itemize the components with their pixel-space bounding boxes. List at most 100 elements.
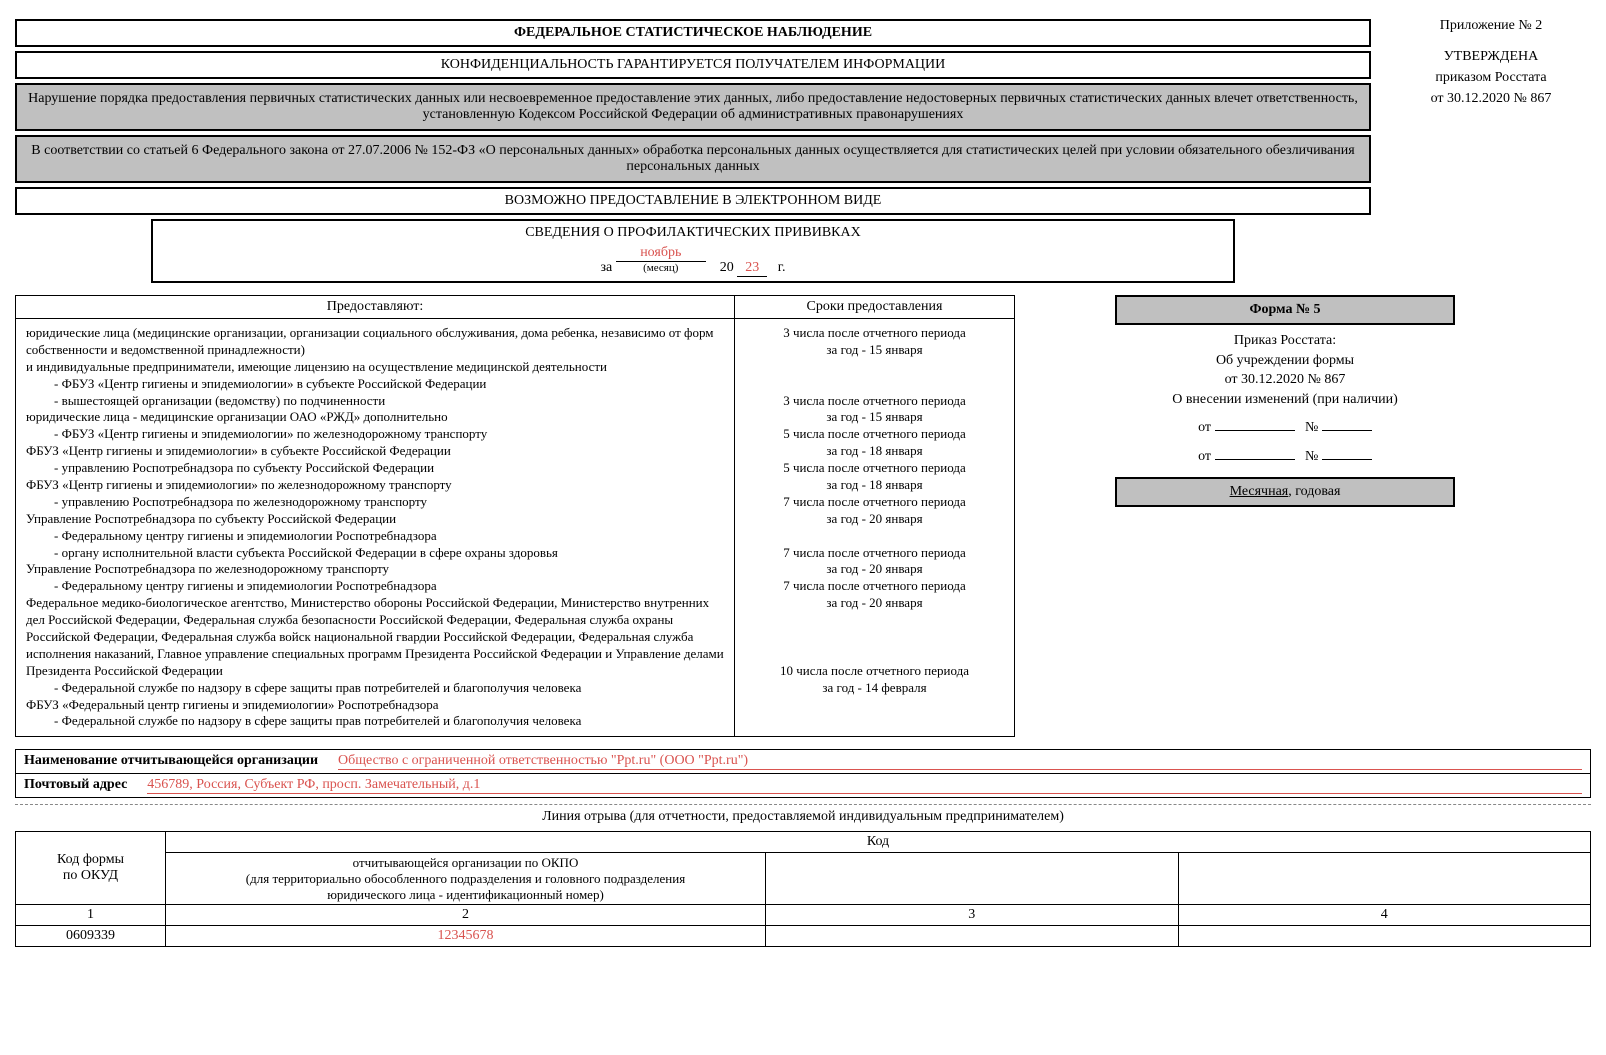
submitter-line: - Федеральной службе по надзору в сфере …	[26, 680, 724, 697]
submitter-line: ФБУЗ «Федеральный центр гигиены и эпидем…	[26, 697, 724, 714]
periodicity-box: Месячная, годовая	[1115, 477, 1455, 507]
deadline-line	[745, 359, 1004, 376]
okud-value: 0609339	[16, 926, 166, 947]
deadline-line	[745, 612, 1004, 629]
deadline-line: 3 числа после отчетного периода	[745, 325, 1004, 342]
deadline-line	[745, 646, 1004, 663]
org-address-label: Почтовый адрес	[24, 777, 127, 794]
header-violation: Нарушение порядка предоставления первичн…	[15, 83, 1371, 131]
deadline-line: за год - 15 января	[745, 342, 1004, 359]
approval-order: приказом Росстата	[1391, 67, 1591, 88]
header-title: ФЕДЕРАЛЬНОЕ СТАТИСТИЧЕСКОЕ НАБЛЮДЕНИЕ	[15, 19, 1371, 47]
code-merged-header: Код	[166, 832, 1591, 853]
appendix-label: Приложение № 2	[1391, 15, 1591, 36]
code-col3-value[interactable]	[766, 926, 1179, 947]
approval-block: Приложение № 2 УТВЕРЖДЕНА приказом Росст…	[1391, 15, 1591, 287]
code-rownum-1: 1	[16, 905, 166, 926]
submitter-line: ФБУЗ «Центр гигиены и эпидемиологии» по …	[26, 477, 724, 494]
submitter-line: Федеральное медико-биологическое агентст…	[26, 595, 724, 679]
no-blank-1[interactable]	[1322, 417, 1372, 431]
code-rownum-3: 3	[766, 905, 1179, 926]
deadline-line: за год - 20 января	[745, 595, 1004, 612]
from-label-2: от	[1198, 449, 1211, 464]
org-name-value[interactable]: Общество с ограниченной ответственностью…	[338, 753, 1582, 770]
form-number: Форма № 5	[1115, 295, 1455, 325]
deadlines-header: Сроки предоставления	[735, 296, 1014, 319]
code-col2-header: отчитывающейся организации по ОКПО (для …	[166, 853, 766, 905]
submitter-line: и индивидуальные предприниматели, имеющи…	[26, 359, 724, 376]
year-prefix: 20	[720, 260, 734, 275]
form-order-about: Об учреждении формы	[1115, 351, 1455, 371]
submitter-line: - Федеральному центру гигиены и эпидемио…	[26, 578, 724, 595]
submitter-line: - ФБУЗ «Центр гигиены и эпидемиологии» п…	[26, 426, 724, 443]
deadline-line	[745, 528, 1004, 545]
deadline-line: 3 числа после отчетного периода	[745, 393, 1004, 410]
year-suffix: г.	[778, 260, 786, 275]
deadline-line: 10 числа после отчетного периода	[745, 663, 1004, 680]
deadline-line: 7 числа после отчетного периода	[745, 545, 1004, 562]
submitter-line: Управление Роспотребнадзора по железнодо…	[26, 561, 724, 578]
deadline-line: 7 числа после отчетного периода	[745, 494, 1004, 511]
code-table: Код формы по ОКУД Код отчитывающейся орг…	[15, 831, 1591, 947]
form-order-title: Приказ Росстата:	[1115, 331, 1455, 351]
submitter-line: юридические лица - медицинские организац…	[26, 409, 724, 426]
org-name-label: Наименование отчитывающейся организации	[24, 753, 318, 770]
code-col1-header: Код формы по ОКУД	[16, 832, 166, 905]
submitters-deadlines: Предоставляют: юридические лица (медицин…	[15, 295, 1015, 737]
no-blank-2[interactable]	[1322, 446, 1372, 460]
okpo-value[interactable]: 12345678	[166, 926, 766, 947]
approval-date: от 30.12.2020 № 867	[1391, 88, 1591, 109]
deadline-line: за год - 15 января	[745, 409, 1004, 426]
no-label-1: №	[1305, 420, 1318, 435]
from-blank-1[interactable]	[1215, 417, 1295, 431]
deadline-line: 5 числа после отчетного периода	[745, 426, 1004, 443]
submitter-line: - ФБУЗ «Центр гигиены и эпидемиологии» в…	[26, 376, 724, 393]
from-blank-2[interactable]	[1215, 446, 1295, 460]
submitter-line: - Федеральной службе по надзору в сфере …	[26, 713, 724, 730]
submitter-line: - управлению Роспотребнадзора по железно…	[26, 494, 724, 511]
org-address-value[interactable]: 456789, Россия, Субъект РФ, просп. Замеч…	[147, 777, 1582, 794]
no-label-2: №	[1305, 449, 1318, 464]
form-order-date: от 30.12.2020 № 867	[1115, 370, 1455, 390]
deadline-line: за год - 20 января	[745, 511, 1004, 528]
submitters-body: юридические лица (медицинские организаци…	[16, 319, 734, 736]
code-rownum-2: 2	[166, 905, 766, 926]
form-info: Форма № 5 Приказ Росстата: Об учреждении…	[1115, 295, 1455, 507]
header-personal-data: В соответствии со статьей 6 Федерального…	[15, 135, 1371, 183]
org-section: Наименование отчитывающейся организации …	[15, 749, 1591, 798]
form-changes: О внесении изменений (при наличии)	[1115, 390, 1455, 410]
approved-label: УТВЕРЖДЕНА	[1391, 46, 1591, 67]
header-electronic: ВОЗМОЖНО ПРЕДОСТАВЛЕНИЕ В ЭЛЕКТРОННОМ ВИ…	[15, 187, 1371, 215]
month-input[interactable]: ноябрь	[616, 245, 706, 262]
submitter-line: ФБУЗ «Центр гигиены и эпидемиологии» в с…	[26, 443, 724, 460]
header-confidentiality: КОНФИДЕНЦИАЛЬНОСТЬ ГАРАНТИРУЕТСЯ ПОЛУЧАТ…	[15, 51, 1371, 79]
code-rownum-4: 4	[1178, 905, 1591, 926]
deadline-line: за год - 18 января	[745, 443, 1004, 460]
code-col4-value[interactable]	[1178, 926, 1591, 947]
deadline-line: 5 числа после отчетного периода	[745, 460, 1004, 477]
periodicity-suffix: , годовая	[1288, 484, 1340, 499]
deadline-line: за год - 14 февраля	[745, 680, 1004, 697]
from-label-1: от	[1198, 420, 1211, 435]
deadline-line	[745, 629, 1004, 646]
code-col3-header	[766, 853, 1179, 905]
deadline-line: 7 числа после отчетного периода	[745, 578, 1004, 595]
submitter-line: - управлению Роспотребнадзора по субъект…	[26, 460, 724, 477]
periodicity-underline: Месячная	[1230, 484, 1289, 499]
submitter-line: юридические лица (медицинские организаци…	[26, 325, 724, 359]
submitter-line: - Федеральному центру гигиены и эпидемио…	[26, 528, 724, 545]
submitter-line: - вышестоящей организации (ведомству) по…	[26, 393, 724, 410]
submitters-header: Предоставляют:	[16, 296, 734, 319]
period-prefix: за	[601, 260, 613, 275]
code-col4-header	[1178, 853, 1591, 905]
deadlines-body: 3 числа после отчетного периодаза год - …	[735, 319, 1014, 703]
subject-title: СВЕДЕНИЯ О ПРОФИЛАКТИЧЕСКИХ ПРИВИВКАХ	[163, 225, 1224, 241]
deadline-line: за год - 20 января	[745, 561, 1004, 578]
month-sub-label: (месяц)	[616, 262, 706, 274]
submitter-line: Управление Роспотребнадзора по субъекту …	[26, 511, 724, 528]
deadline-line: за год - 18 января	[745, 477, 1004, 494]
submitter-line: - органу исполнительной власти субъекта …	[26, 545, 724, 562]
deadline-line	[745, 376, 1004, 393]
year-input[interactable]: 23	[737, 260, 767, 277]
header-subject-box: СВЕДЕНИЯ О ПРОФИЛАКТИЧЕСКИХ ПРИВИВКАХ за…	[151, 219, 1236, 283]
